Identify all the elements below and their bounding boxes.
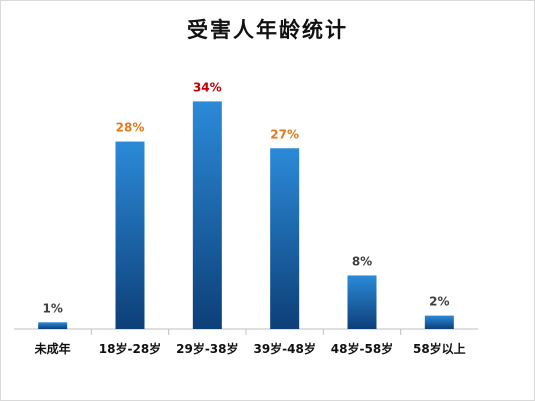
bar [38,322,68,329]
x-tick-label: 18岁-28岁 [99,341,161,356]
x-tick-label: 39岁-48岁 [253,341,315,356]
chart-title: 受害人年龄统计 [187,17,348,42]
bar [347,275,377,329]
bar [115,141,145,329]
data-label: 8% [352,254,372,268]
data-label: 1% [42,301,62,315]
data-label: 34% [193,80,222,94]
x-tick-label: 29岁-38岁 [176,341,238,356]
data-label: 28% [116,121,145,135]
x-tick-label: 48岁-58岁 [331,341,393,356]
bar [424,315,454,329]
data-label: 27% [270,127,299,141]
bar [270,148,300,329]
x-tick-label: 未成年 [34,341,71,356]
bar [192,101,222,329]
x-tick-label: 58岁以上 [413,341,466,356]
data-label: 2% [429,295,449,309]
